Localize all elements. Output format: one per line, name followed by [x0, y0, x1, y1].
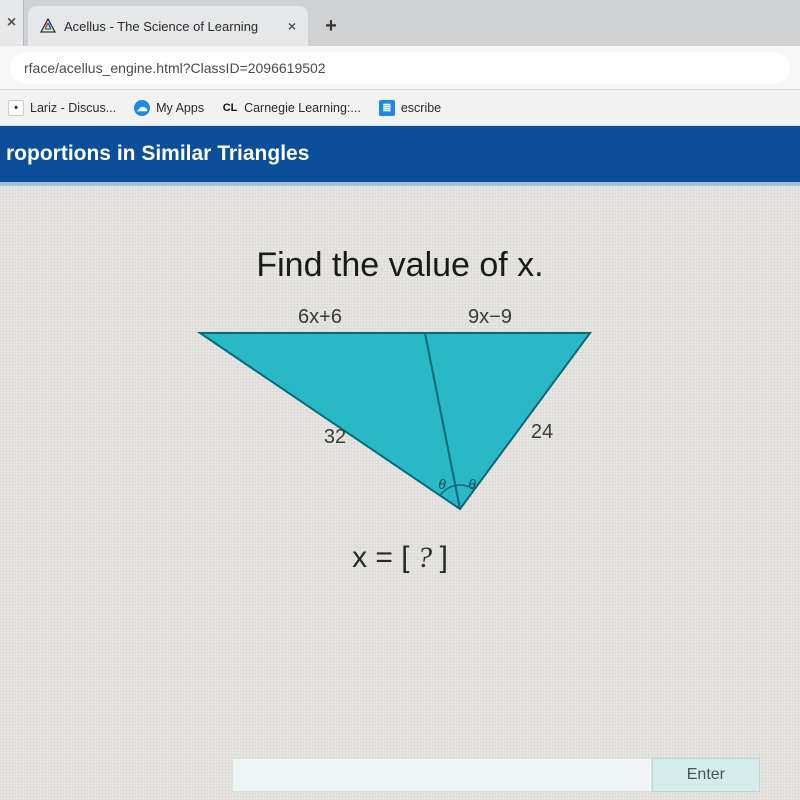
label-side-left: 32: [324, 426, 346, 448]
prev-tab-close-icon[interactable]: ×: [0, 0, 24, 46]
url-text: rface/acellus_engine.html?ClassID=209661…: [24, 60, 326, 76]
bookmark-escribe[interactable]: ≣ escribe: [379, 100, 441, 116]
enter-button[interactable]: Enter: [652, 758, 760, 792]
bookmark-lariz[interactable]: • Lariz - Discus...: [8, 100, 116, 116]
triangle-figure: 6x+6 9x−9 32 24 θ θ: [190, 303, 610, 533]
answer-template: x = [ ? ]: [0, 541, 800, 575]
bookmark-label: My Apps: [156, 101, 204, 115]
answer-suffix: ]: [440, 541, 448, 574]
cloud-icon: ☁: [134, 100, 150, 116]
answer-placeholder: ?: [410, 541, 440, 574]
tab-title: Acellus - The Science of Learning: [64, 19, 280, 34]
bookmark-lariz-icon: •: [8, 100, 24, 116]
label-top-left: 6x+6: [298, 306, 342, 328]
label-theta-right: θ: [468, 476, 476, 492]
bookmark-carnegie[interactable]: CL Carnegie Learning:...: [222, 100, 361, 116]
browser-tab-strip: × Acellus - The Science of Learning × +: [0, 0, 800, 46]
label-theta-left: θ: [438, 476, 446, 492]
label-top-right: 9x−9: [468, 306, 512, 328]
escribe-icon: ≣: [379, 100, 395, 116]
answer-entry-row: Enter: [232, 758, 760, 792]
address-bar: rface/acellus_engine.html?ClassID=209661…: [0, 46, 800, 90]
content-area: Find the value of x. 6x+6 9x−9 32 24 θ θ…: [0, 186, 800, 796]
carnegie-icon: CL: [222, 100, 238, 116]
enter-button-label: Enter: [687, 766, 725, 784]
acellus-favicon-icon: [40, 18, 56, 34]
bookmark-label: Carnegie Learning:...: [244, 101, 361, 115]
question-prompt: Find the value of x.: [0, 246, 800, 285]
url-input[interactable]: rface/acellus_engine.html?ClassID=209661…: [10, 52, 790, 84]
browser-tab[interactable]: Acellus - The Science of Learning ×: [28, 6, 308, 46]
bookmark-myapps[interactable]: ☁ My Apps: [134, 100, 204, 116]
answer-prefix: x = [: [352, 541, 410, 574]
lesson-title-bar: roportions in Similar Triangles: [0, 126, 800, 186]
close-tab-icon[interactable]: ×: [288, 18, 296, 34]
new-tab-button[interactable]: +: [314, 9, 348, 43]
bookmarks-bar: • Lariz - Discus... ☁ My Apps CL Carnegi…: [0, 90, 800, 126]
bookmark-label: escribe: [401, 101, 441, 115]
figure-container: 6x+6 9x−9 32 24 θ θ: [0, 303, 800, 533]
lesson-title: roportions in Similar Triangles: [6, 142, 309, 166]
bookmark-label: Lariz - Discus...: [30, 101, 116, 115]
answer-input[interactable]: [232, 758, 652, 792]
label-side-right: 24: [531, 421, 553, 443]
